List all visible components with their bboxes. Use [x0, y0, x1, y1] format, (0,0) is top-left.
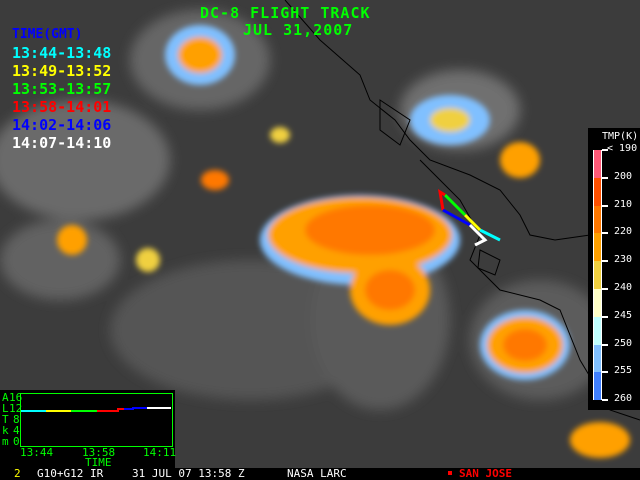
temperature-colorbar: TMP(K) < 190 200 210 220 230 240 245 250 255 260 [588, 128, 640, 410]
time-legend: TIME(GMT) 13:44-13:48 13:49-13:52 13:53-… [12, 26, 111, 152]
colorbar-swatch [593, 233, 602, 262]
datetime-label: 31 JUL 07 13:58 Z [132, 467, 245, 480]
colorbar-tick-label: 210 [614, 198, 633, 210]
colorbar-title: TMP(K) [602, 131, 639, 142]
ytick-0: 0 [13, 435, 20, 448]
colorbar-swatch [593, 177, 602, 206]
colorbar-swatch [593, 289, 602, 317]
frame-number: 2 [14, 467, 21, 480]
colorbar-tick [602, 399, 608, 402]
map-title: DC-8 FLIGHT TRACK [200, 4, 371, 22]
location-marker-icon [448, 471, 452, 475]
colorbar-tick [602, 315, 608, 318]
satellite-ir-map [0, 0, 640, 458]
legend-header: TIME(GMT) [12, 27, 83, 42]
ylabel-k: k [2, 424, 9, 437]
ytick-4: 4 [13, 424, 20, 437]
ylabel-A: A [2, 391, 9, 404]
colorbar-tick-label: 220 [614, 226, 633, 238]
xtick-start: 13:44 [20, 446, 54, 459]
colorbar-swatch [593, 205, 602, 234]
colorbar-tick [602, 149, 608, 151]
legend-entry: 14:02-14:06 [12, 116, 112, 134]
colorbar-swatch [593, 150, 602, 178]
legend-entry: 13:44-13:48 [12, 44, 112, 62]
colorbar-tick-label: 240 [614, 282, 633, 293]
altitude-plot-frame [20, 393, 173, 447]
colorbar-tick-label: 255 [614, 365, 633, 377]
colorbar-tick-label: 230 [614, 254, 633, 266]
altitude-plot: A L T k m 16 12 8 4 0 13:44 13:58 14:11 … [0, 390, 177, 469]
legend-entry: 13:58-14:01 [12, 98, 112, 116]
xtick-end: 14:11 [143, 446, 177, 459]
legend-entry: 13:53-13:57 [12, 80, 112, 98]
cloud-cold-tops [57, 25, 630, 458]
colorbar-tick [602, 232, 608, 235]
colorbar-tick [602, 260, 608, 263]
altitude-trace [21, 407, 171, 412]
ylabel-T: T [2, 413, 9, 426]
satellite-label: G10+G12 IR [37, 467, 104, 480]
source-label: NASA LARC [287, 467, 347, 480]
legend-entry: 13:49-13:52 [12, 62, 112, 80]
ylabel-m: m [2, 435, 9, 448]
ytick-12: 12 [9, 402, 23, 415]
ytick-16: 16 [9, 391, 23, 404]
flight-track [437, 189, 501, 247]
xlabel: TIME [85, 456, 112, 469]
colorbar-tick-label: 250 [614, 337, 633, 349]
colorbar-tick-label: 245 [614, 309, 633, 321]
colorbar-swatch [593, 372, 602, 401]
colorbar-swatch [593, 344, 602, 373]
status-footer: 2 G10+G12 IR 31 JUL 07 13:58 Z NASA LARC… [0, 467, 640, 480]
colorbar-swatch [593, 316, 602, 345]
colorbar-tick [602, 176, 608, 179]
colorbar-tick [602, 343, 608, 346]
colorbar-tick [602, 371, 608, 374]
colorbar-tick-label: < 190 [607, 143, 638, 154]
colorbar-tick-label: 260 [614, 393, 633, 405]
map-date: JUL 31,2007 [243, 21, 354, 39]
colorbar-tick [602, 288, 608, 290]
colorbar-swatch [593, 261, 602, 289]
ylabel-L: L [2, 402, 9, 415]
location-label: SAN JOSE [459, 467, 512, 480]
ytick-8: 8 [13, 413, 20, 426]
legend-entry: 14:07-14:10 [12, 134, 112, 152]
xtick-mid: 13:58 [82, 446, 116, 459]
colorbar-tick [602, 204, 608, 207]
colorbar-tick-label: 200 [614, 170, 633, 182]
